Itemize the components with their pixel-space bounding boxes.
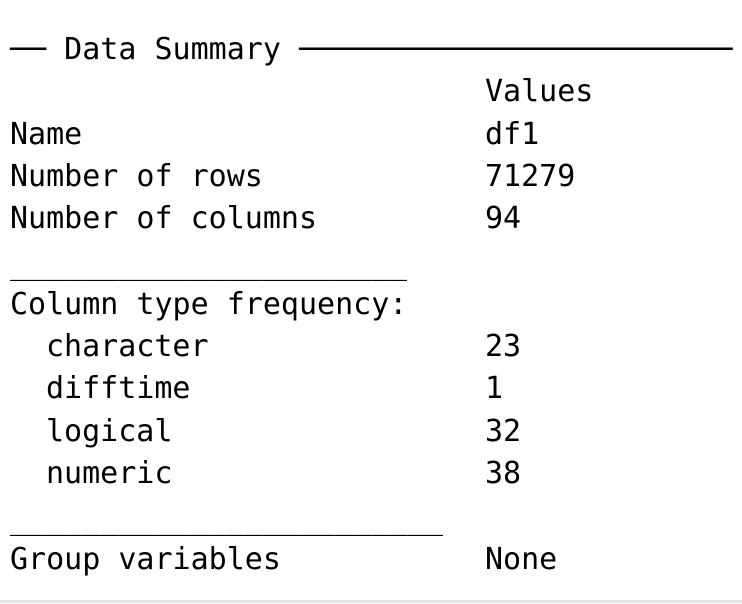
column-type-count: 38 bbox=[485, 456, 522, 491]
column-type-row-logical: logical 32 bbox=[0, 411, 742, 453]
column-type-label: character bbox=[46, 329, 209, 364]
summary-label: Name bbox=[10, 117, 83, 152]
summary-row-number-of-columns: Number of columns 94 bbox=[0, 198, 742, 240]
summary-value: df1 bbox=[485, 117, 540, 152]
group-variables-row: Group variables None bbox=[0, 539, 742, 581]
summary-row-number-of-rows: Number of rows 71279 bbox=[0, 156, 742, 198]
summary-label: Number of columns bbox=[10, 201, 318, 236]
data-summary-header: ── Data Summary ──────────────────────── bbox=[10, 32, 733, 67]
output-bottom-border bbox=[0, 600, 742, 603]
column-type-label: difftime bbox=[46, 371, 191, 406]
column-type-frequency-title: Column type frequency: bbox=[10, 287, 408, 322]
summary-value: 94 bbox=[485, 201, 522, 236]
column-type-label: logical bbox=[46, 414, 173, 449]
column-type-label: numeric bbox=[46, 456, 173, 491]
column-type-count: 32 bbox=[485, 414, 522, 449]
separator-line: ______________________ bbox=[10, 247, 408, 282]
column-type-count: 1 bbox=[485, 371, 504, 406]
column-type-frequency-title-row: Column type frequency: bbox=[0, 284, 742, 326]
summary-row-name: Name df1 bbox=[0, 114, 742, 156]
group-variables-value: None bbox=[485, 542, 558, 577]
summary-label: Number of rows bbox=[10, 159, 263, 194]
group-variables-label: Group variables bbox=[10, 542, 281, 577]
values-header-row: Values bbox=[0, 71, 742, 113]
column-type-row-difftime: difftime 1 bbox=[0, 368, 742, 410]
column-type-row-character: character 23 bbox=[0, 326, 742, 368]
summary-value: 71279 bbox=[485, 159, 576, 194]
column-type-row-numeric: numeric 38 bbox=[0, 453, 742, 495]
column-type-count: 23 bbox=[485, 329, 522, 364]
values-column-header: Values bbox=[485, 74, 594, 109]
separator-line: ________________________ bbox=[10, 502, 444, 537]
